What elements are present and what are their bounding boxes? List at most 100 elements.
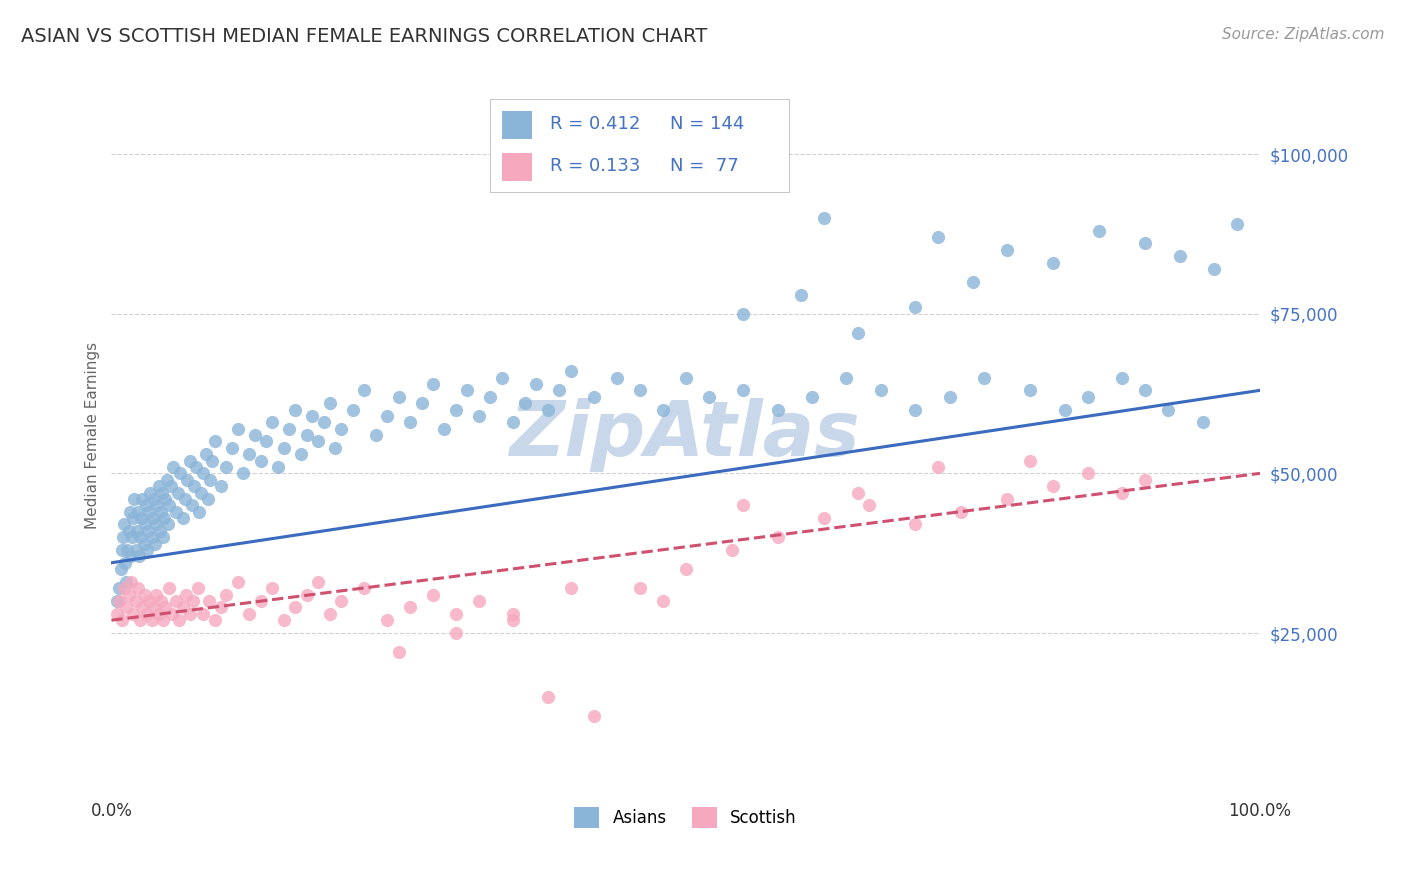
Asians [1053, 402, 1076, 417]
Asians [149, 524, 172, 538]
Asians [267, 460, 290, 475]
Asians [312, 415, 335, 429]
Asians [479, 390, 502, 404]
Asians [675, 370, 697, 384]
Scottish [134, 588, 156, 602]
Asians [353, 384, 375, 398]
Asians [399, 415, 422, 429]
Asians [256, 434, 278, 449]
Asians [193, 467, 215, 481]
Asians [131, 491, 153, 506]
Scottish [628, 582, 651, 596]
Asians [180, 498, 202, 512]
Scottish [422, 588, 444, 602]
Asians [433, 422, 456, 436]
Scottish [950, 505, 973, 519]
Asians [122, 511, 145, 525]
Asians [160, 479, 183, 493]
Asians [136, 543, 159, 558]
Asians [155, 473, 177, 487]
Asians [179, 453, 201, 467]
Scottish [582, 709, 605, 723]
Asians [456, 384, 478, 398]
Asians [121, 530, 143, 544]
Scottish [295, 588, 318, 602]
Asians [135, 498, 157, 512]
Asians [145, 517, 167, 532]
Asians [183, 479, 205, 493]
Asians [962, 275, 984, 289]
Scottish [108, 594, 131, 608]
Scottish [537, 690, 560, 704]
Asians [628, 384, 651, 398]
Scottish [444, 626, 467, 640]
Asians [129, 511, 152, 525]
Scottish [995, 491, 1018, 506]
Scottish [131, 600, 153, 615]
Asians [226, 422, 249, 436]
Asians [117, 524, 139, 538]
Asians [221, 441, 243, 455]
Asians [128, 549, 150, 564]
Asians [197, 491, 219, 506]
Scottish [181, 594, 204, 608]
Asians [152, 530, 174, 544]
Scottish [387, 645, 409, 659]
Asians [375, 409, 398, 423]
Scottish [1111, 485, 1133, 500]
Scottish [127, 582, 149, 596]
Scottish [141, 613, 163, 627]
Asians [209, 479, 232, 493]
Scottish [502, 613, 524, 627]
Asians [142, 491, 165, 506]
Scottish [238, 607, 260, 621]
Scottish [651, 594, 673, 608]
Asians [364, 428, 387, 442]
Asians [651, 402, 673, 417]
Asians [801, 390, 824, 404]
Asians [606, 370, 628, 384]
Asians [165, 505, 187, 519]
Scottish [502, 607, 524, 621]
Asians [904, 301, 927, 315]
Asians [138, 505, 160, 519]
Asians [156, 517, 179, 532]
Scottish [444, 607, 467, 621]
Asians [115, 574, 138, 589]
Asians [548, 384, 571, 398]
Scottish [152, 613, 174, 627]
Asians [330, 422, 353, 436]
Scottish [813, 511, 835, 525]
Scottish [193, 607, 215, 621]
Scottish [124, 594, 146, 608]
Asians [766, 402, 789, 417]
Scottish [1042, 479, 1064, 493]
Scottish [375, 613, 398, 627]
Asians [215, 460, 238, 475]
Scottish [249, 594, 271, 608]
Asians [187, 505, 209, 519]
Asians [111, 543, 134, 558]
Scottish [307, 574, 329, 589]
Asians [139, 485, 162, 500]
Scottish [174, 588, 197, 602]
Scottish [675, 562, 697, 576]
Asians [835, 370, 858, 384]
Scottish [165, 594, 187, 608]
Scottish [1077, 467, 1099, 481]
Asians [307, 434, 329, 449]
Asians [108, 582, 131, 596]
Asians [582, 390, 605, 404]
Asians [132, 536, 155, 550]
Asians [491, 370, 513, 384]
Asians [153, 511, 176, 525]
Scottish [149, 594, 172, 608]
Asians [129, 530, 152, 544]
Asians [111, 530, 134, 544]
Asians [114, 556, 136, 570]
Scottish [204, 613, 226, 627]
Scottish [120, 574, 142, 589]
Asians [262, 415, 284, 429]
Asians [148, 479, 170, 493]
Asians [846, 326, 869, 340]
